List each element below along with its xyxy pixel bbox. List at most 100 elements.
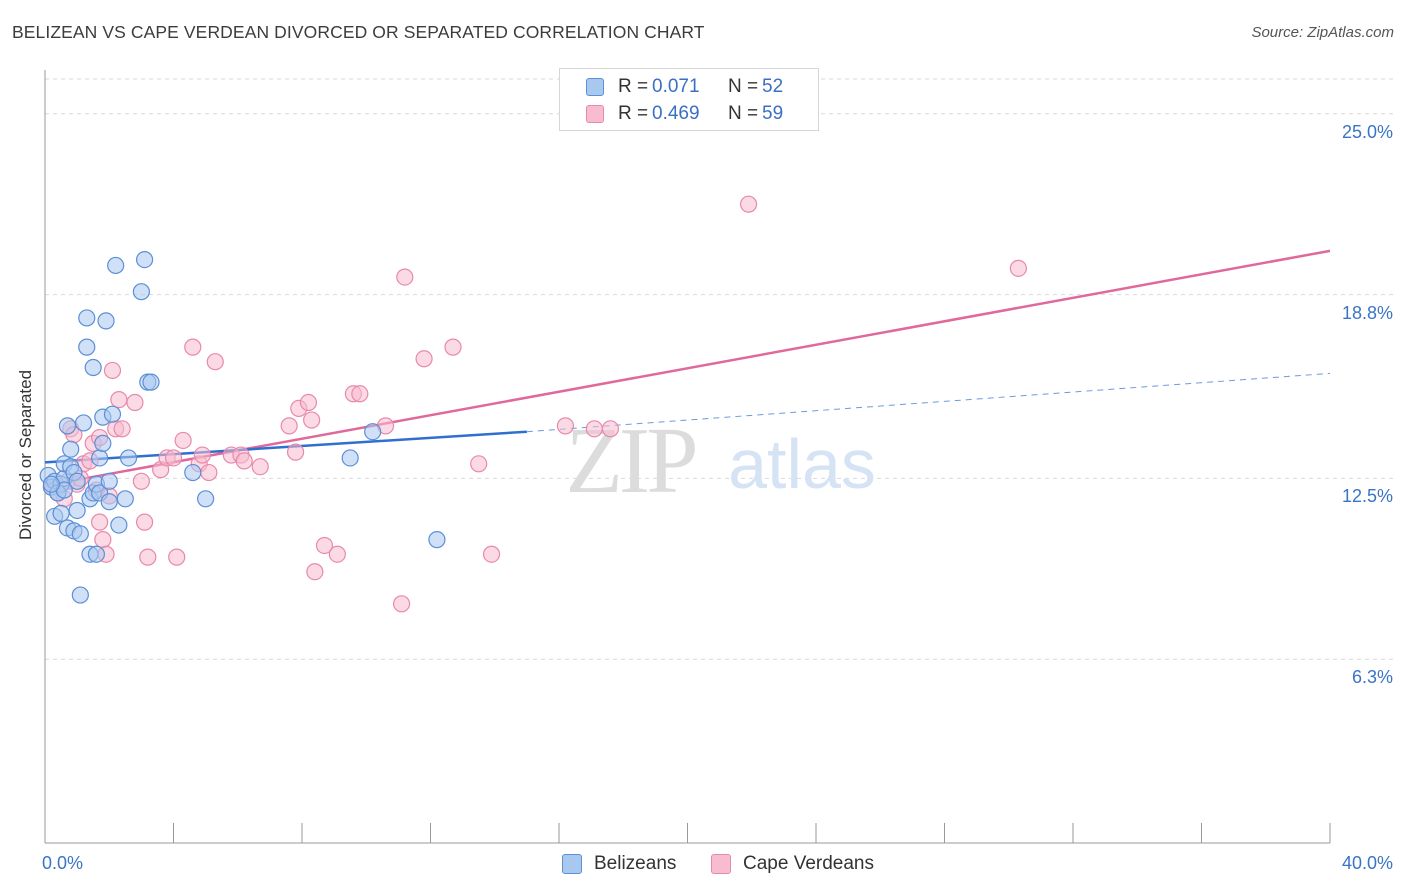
cape-verdean-point bbox=[113, 420, 131, 438]
cape-verdean-point bbox=[286, 443, 305, 461]
y-tick-label: 6.3% bbox=[1351, 667, 1393, 688]
belizean-trend-extension bbox=[526, 372, 1331, 433]
x-tick-max: 40.0% bbox=[1341, 853, 1393, 873]
belizean-point bbox=[364, 423, 382, 441]
belizean-point bbox=[110, 516, 128, 534]
gridlines bbox=[45, 78, 1395, 660]
watermark-atlas: atlas bbox=[728, 425, 876, 503]
cape-verdean-trend-line bbox=[44, 249, 1331, 487]
cape-verdean-point bbox=[206, 353, 224, 371]
belizean-point bbox=[197, 490, 215, 508]
legend-swatch-pink bbox=[711, 854, 731, 874]
legend-label-belizeans: Belizeans bbox=[594, 853, 677, 874]
cape-verdean-point bbox=[132, 472, 150, 490]
belizean-point bbox=[71, 586, 89, 604]
cape-verdean-point bbox=[601, 420, 620, 438]
belizean-point bbox=[428, 531, 446, 549]
belizean-point bbox=[68, 472, 86, 490]
legend-label-cape-verdeans: Cape Verdeans bbox=[743, 853, 874, 874]
watermark: ZIP atlas bbox=[566, 409, 876, 513]
legend-row-belizeans: R = 0.071 N = 52 bbox=[586, 75, 783, 99]
cape-verdean-point bbox=[94, 531, 112, 549]
cape-verdean-point bbox=[351, 385, 369, 403]
cape-verdean-point bbox=[1009, 259, 1027, 277]
belizean-point bbox=[58, 417, 77, 435]
cape-verdean-point bbox=[444, 338, 462, 356]
legend-n-label: N = bbox=[728, 76, 759, 97]
belizean-point bbox=[62, 440, 80, 458]
legend-swatch-blue bbox=[562, 854, 582, 874]
belizean-point bbox=[100, 493, 118, 511]
legend-swatch-pink bbox=[586, 105, 604, 123]
y-tick-label: 12.5% bbox=[1341, 486, 1393, 507]
legend-n-value: 52 bbox=[762, 76, 784, 97]
belizean-points bbox=[39, 251, 446, 604]
belizean-point bbox=[74, 414, 93, 432]
cape-verdean-point bbox=[315, 536, 334, 555]
cape-verdean-point bbox=[184, 338, 202, 356]
legend-r-label: R = bbox=[618, 76, 649, 97]
y-tick-label: 18.8% bbox=[1341, 302, 1393, 323]
cape-verdean-point bbox=[280, 417, 298, 435]
legend-swatch-blue bbox=[586, 78, 604, 96]
legend-r-value: 0.469 bbox=[652, 103, 700, 124]
legend-r-value: 0.071 bbox=[652, 76, 700, 97]
axes bbox=[44, 70, 1331, 844]
legend-item-belizeans: Belizeans bbox=[562, 852, 676, 876]
cape-verdean-point bbox=[303, 411, 321, 429]
x-tick-min: 0.0% bbox=[42, 853, 84, 873]
belizean-point bbox=[184, 463, 202, 482]
cape-verdean-point bbox=[299, 393, 318, 412]
belizean-point bbox=[100, 472, 118, 490]
legend-n-label: N = bbox=[728, 103, 759, 124]
belizean-point bbox=[103, 405, 122, 423]
belizean-point bbox=[84, 358, 102, 377]
cape-verdean-point bbox=[126, 393, 144, 412]
cape-verdean-point bbox=[174, 431, 192, 450]
cape-verdean-point bbox=[200, 463, 218, 482]
belizean-point bbox=[91, 449, 109, 467]
cape-verdean-point bbox=[470, 455, 488, 473]
source-credit: Source: ZipAtlas.com bbox=[1251, 24, 1394, 41]
cape-verdean-points bbox=[42, 195, 1027, 613]
belizean-point bbox=[132, 283, 150, 301]
cape-verdean-point bbox=[556, 417, 575, 435]
belizean-point bbox=[135, 251, 154, 269]
cape-verdean-point bbox=[482, 545, 501, 563]
legend-r-label: R = bbox=[618, 103, 649, 124]
cape-verdean-point bbox=[103, 361, 122, 380]
chart-title: BELIZEAN VS CAPE VERDEAN DIVORCED OR SEP… bbox=[12, 22, 705, 42]
belizean-point bbox=[52, 504, 70, 522]
cape-verdean-point bbox=[164, 449, 183, 467]
belizean-point bbox=[107, 256, 125, 275]
belizean-point bbox=[341, 449, 359, 467]
cape-verdean-point bbox=[193, 446, 212, 464]
legend-item-cape-verdeans: Cape Verdeans bbox=[711, 852, 874, 876]
cape-verdean-point bbox=[392, 595, 411, 613]
belizean-point bbox=[78, 309, 96, 327]
belizean-point bbox=[119, 449, 138, 467]
cape-verdean-point bbox=[585, 420, 603, 438]
belizean-point bbox=[78, 338, 96, 356]
belizean-point bbox=[97, 312, 115, 330]
y-axis-label: Divorced or Separated bbox=[16, 369, 35, 541]
belizean-point bbox=[87, 545, 106, 563]
cape-verdean-point bbox=[306, 563, 324, 581]
belizean-point bbox=[142, 373, 160, 391]
cape-verdean-point bbox=[396, 268, 414, 286]
belizean-point bbox=[116, 490, 134, 508]
cape-verdean-point bbox=[739, 195, 758, 213]
belizean-point bbox=[42, 475, 61, 493]
cape-verdean-point bbox=[415, 350, 433, 368]
belizean-point bbox=[94, 434, 112, 452]
belizean-point bbox=[68, 501, 86, 520]
legend-row-cape-verdeans: R = 0.469 N = 59 bbox=[586, 102, 783, 126]
cape-verdean-point bbox=[139, 548, 157, 566]
cape-verdean-point bbox=[328, 545, 346, 563]
y-tick-label: 25.0% bbox=[1341, 121, 1393, 142]
cape-verdean-point bbox=[110, 391, 128, 409]
cape-verdean-point bbox=[235, 452, 253, 470]
cape-verdean-point bbox=[251, 458, 269, 476]
belizean-point bbox=[71, 525, 89, 543]
